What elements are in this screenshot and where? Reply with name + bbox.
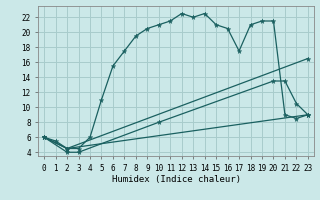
X-axis label: Humidex (Indice chaleur): Humidex (Indice chaleur) bbox=[111, 175, 241, 184]
